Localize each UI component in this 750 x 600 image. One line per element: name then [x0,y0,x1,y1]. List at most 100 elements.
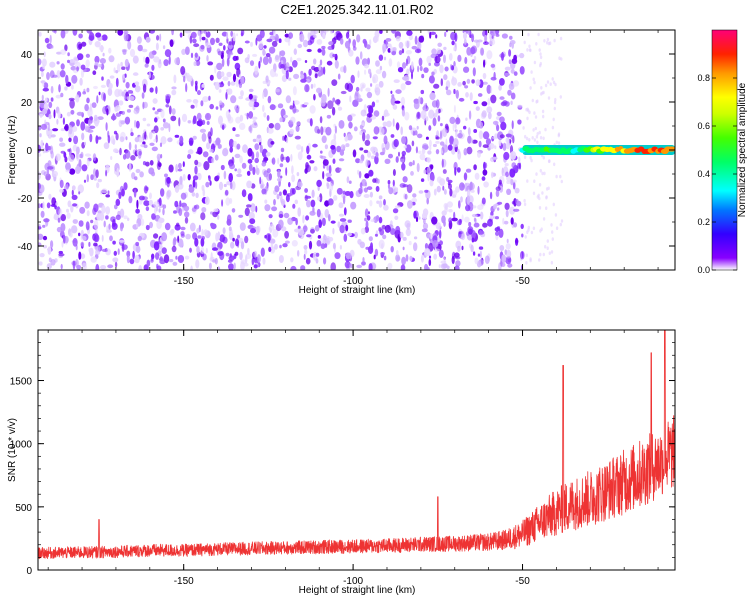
noise-blob [203,229,208,236]
noise-blob [483,161,486,170]
noise-blob [396,61,401,69]
noise-blob [239,122,246,130]
noise-blob [400,83,406,91]
noise-blob [552,117,555,122]
noise-blob [524,134,527,139]
noise-blob [302,225,308,232]
noise-blob [214,257,218,265]
noise-blob [128,162,132,172]
noise-blob [443,54,446,64]
noise-blob [442,127,448,138]
noise-blob [328,236,334,242]
noise-blob [368,236,373,242]
noise-blob [268,123,274,129]
noise-blob [156,220,162,230]
noise-blob [414,35,418,45]
noise-blob [228,172,233,183]
noise-blob [160,154,163,159]
noise-blob [547,186,550,191]
noise-blob [532,226,536,231]
noise-blob [101,234,104,242]
noise-blob [190,31,197,39]
noise-blob [277,169,281,178]
noise-blob [364,217,367,222]
noise-blob [448,217,453,224]
noise-blob [93,85,98,90]
noise-blob [374,83,380,92]
noise-blob [503,72,510,77]
noise-blob [64,44,68,52]
noise-blob [328,182,334,192]
noise-blob [558,56,561,60]
noise-blob [168,55,171,65]
noise-blob [382,43,387,52]
noise-blob [65,169,71,173]
noise-blob [449,135,454,144]
noise-blob [537,32,540,37]
noise-blob [58,250,63,255]
noise-blob [381,243,384,250]
noise-blob [293,48,297,55]
noise-blob [214,81,220,91]
noise-blob [261,188,267,195]
noise-blob [392,104,398,110]
colorbar-frame [711,29,738,271]
noise-blob [436,48,441,55]
noise-blob [115,70,119,74]
noise-blob [520,250,525,260]
noise-blob [413,210,419,219]
noise-blob [134,254,140,264]
noise-blob [543,39,546,43]
noise-blob [77,53,84,61]
noise-blob [381,143,385,148]
noise-blob [408,125,413,131]
noise-blob [237,168,242,174]
noise-blob [400,158,405,163]
noise-blob [174,224,181,231]
noise-blob [203,161,210,171]
noise-blob [321,93,327,104]
noise-blob [541,109,545,114]
noise-blob [255,164,258,174]
noise-blob [426,197,430,205]
noise-blob [437,42,443,47]
noise-blob [177,235,180,243]
noise-blob [117,30,124,36]
noise-blob [38,182,41,190]
noise-blob [279,191,282,197]
noise-blob [432,143,437,148]
noise-blob [72,56,79,64]
noise-blob [318,64,322,71]
noise-blob [88,248,92,253]
noise-blob [73,135,79,145]
noise-blob [162,118,166,123]
noise-blob [121,110,125,115]
noise-blob [167,137,173,143]
noise-blob [332,97,336,103]
noise-blob [238,83,242,89]
noise-blob [79,206,86,214]
noise-blob [368,211,370,215]
noise-blob [395,254,400,262]
noise-blob [255,151,260,159]
noise-blob [366,186,373,191]
noise-blob [538,48,541,52]
noise-blob [499,116,505,124]
noise-blob [506,249,512,259]
noise-blob [449,116,456,124]
noise-blob [250,228,256,234]
noise-blob [395,89,402,94]
noise-blob [255,205,258,213]
noise-blob [314,225,320,232]
noise-blob [306,154,312,160]
noise-blob [505,209,509,218]
noise-blob [279,244,282,249]
noise-blob [55,202,58,206]
noise-blob [98,64,103,68]
colorbar-tick-label: 0.0 [697,265,710,275]
y-tick-label: 0 [26,146,32,157]
noise-blob [214,154,219,161]
noise-blob [422,143,429,150]
noise-blob [88,32,95,41]
noise-blob [88,241,91,247]
